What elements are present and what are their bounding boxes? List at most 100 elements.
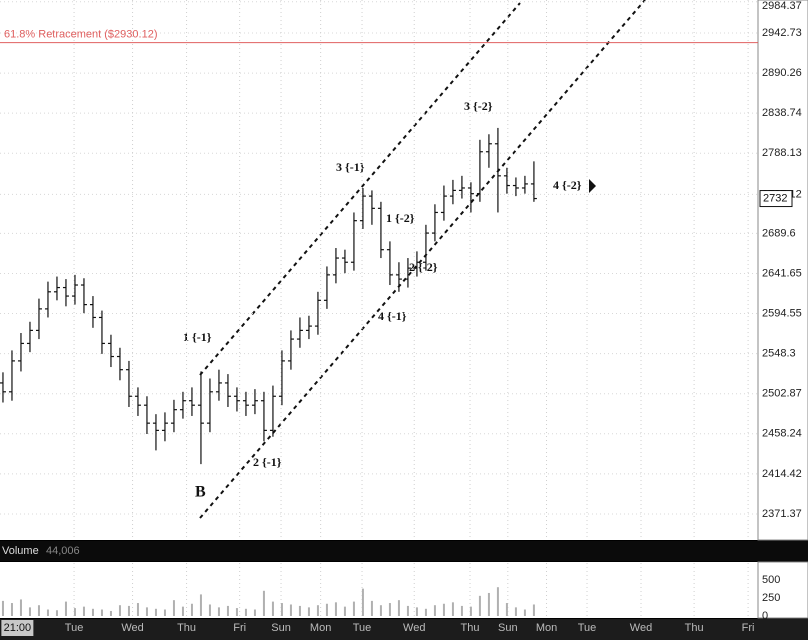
volume-bar: [469, 606, 472, 616]
x-tick-label: Fri: [233, 622, 246, 634]
volume-bar: [253, 609, 256, 616]
wave-label: 2 {-1}: [253, 455, 282, 469]
x-tick-label: Thu: [177, 622, 196, 634]
volume-bar: [181, 606, 184, 616]
x-tick-label: Fri: [742, 622, 755, 634]
volume-bar: [226, 605, 229, 616]
wave-label: 3 {-1}: [336, 160, 365, 174]
volume-bar: [496, 587, 499, 616]
y-tick-label: 2942.73: [762, 27, 802, 39]
volume-bar: [433, 605, 436, 616]
x-tick-label: Sun: [498, 622, 518, 634]
volume-bar: [145, 607, 148, 616]
retracement-label: 61.8% Retracement ($2930.12): [4, 28, 157, 40]
volume-bar: [235, 608, 238, 616]
volume-bar: [316, 605, 319, 616]
volume-bar: [514, 607, 517, 616]
last-price-label: 2732: [763, 192, 787, 204]
volume-bar: [442, 603, 445, 616]
x-tick-label: Wed: [630, 622, 652, 634]
volume-bar: [46, 609, 49, 616]
volume-bar: [1, 600, 4, 616]
time-axis: [0, 619, 808, 640]
volume-bar: [172, 600, 175, 616]
volume-bar: [487, 592, 490, 616]
volume-tick-label: 250: [762, 592, 780, 604]
volume-bar: [73, 608, 76, 616]
y-tick-label: 2458.24: [762, 428, 802, 440]
volume-bar: [415, 607, 418, 616]
volume-bar: [37, 605, 40, 616]
volume-bar: [361, 588, 364, 616]
wave-label: 4 {-1}: [378, 309, 407, 323]
wave-label: 4 {-2}: [553, 178, 582, 192]
volume-bar: [352, 601, 355, 616]
volume-header: [0, 541, 808, 561]
volume-bar: [118, 605, 121, 616]
channel-upper: [199, 2, 521, 376]
wave-label: 3 {-2}: [464, 99, 493, 113]
volume-bar: [19, 599, 22, 616]
price-axis: [757, 0, 808, 541]
price-pane: [0, 0, 758, 540]
volume-bar: [199, 594, 202, 616]
volume-bar: [307, 607, 310, 616]
volume-bar: [280, 603, 283, 616]
volume-bar: [289, 604, 292, 616]
volume-bar: [190, 603, 193, 616]
x-tick-label: Mon: [310, 622, 331, 634]
volume-bar: [64, 601, 67, 616]
y-tick-label: 2594.55: [762, 307, 802, 319]
channel-lower: [199, 0, 646, 519]
y-tick-label: 2838.74: [762, 107, 802, 119]
volume-bar: [298, 605, 301, 616]
volume-bar: [163, 609, 166, 616]
volume-bar: [127, 605, 130, 616]
volume-bar: [55, 610, 58, 616]
volume-tick-label: 0: [762, 610, 768, 622]
volume-bar: [388, 603, 391, 616]
y-tick-label: 2689.6: [762, 227, 796, 239]
volume-bar: [10, 603, 13, 616]
volume-bar: [460, 605, 463, 616]
volume-pane: [0, 562, 758, 618]
volume-bar: [343, 606, 346, 616]
x-tick-label: Wed: [121, 622, 143, 634]
time-box: [1, 620, 34, 636]
volume-bar: [28, 607, 31, 616]
wave-label: 1 {-1}: [183, 330, 212, 344]
volume-bar: [406, 605, 409, 616]
y-tick-label: 2890.26: [762, 67, 802, 79]
y-tick-label: 2371.37: [762, 508, 802, 520]
volume-bar: [379, 605, 382, 616]
wave-label: 2 {-2}: [409, 260, 438, 274]
volume-readout: 44,006: [46, 545, 80, 557]
volume-bar: [478, 595, 481, 616]
x-tick-label: Sun: [271, 622, 291, 634]
volume-bar: [505, 603, 508, 616]
volume-bar: [397, 600, 400, 616]
volume-bar: [244, 608, 247, 616]
y-tick-label: 2502.87: [762, 388, 802, 400]
volume-title: Volume: [2, 545, 39, 557]
y-tick-label: 2548.3: [762, 348, 796, 360]
volume-bar: [109, 610, 112, 616]
volume-bar: [523, 609, 526, 616]
volume-bar: [451, 602, 454, 616]
wave-marker: [589, 179, 596, 193]
x-tick-label: Thu: [461, 622, 480, 634]
y-tick-label: 2788.13: [762, 147, 802, 159]
volume-bar: [217, 607, 220, 616]
last-price-box: [759, 190, 793, 208]
x-tick-label: 21:00: [4, 622, 32, 634]
volume-bar: [262, 590, 265, 616]
volume-bar: [271, 601, 274, 616]
volume-bar: [82, 606, 85, 616]
volume-bar: [370, 600, 373, 616]
x-tick-label: Tue: [65, 622, 84, 634]
volume-tick-label: 500: [762, 574, 780, 586]
volume-axis: [757, 561, 808, 619]
y-tick-label: 2641.65: [762, 267, 802, 279]
volume-bar: [100, 609, 103, 616]
